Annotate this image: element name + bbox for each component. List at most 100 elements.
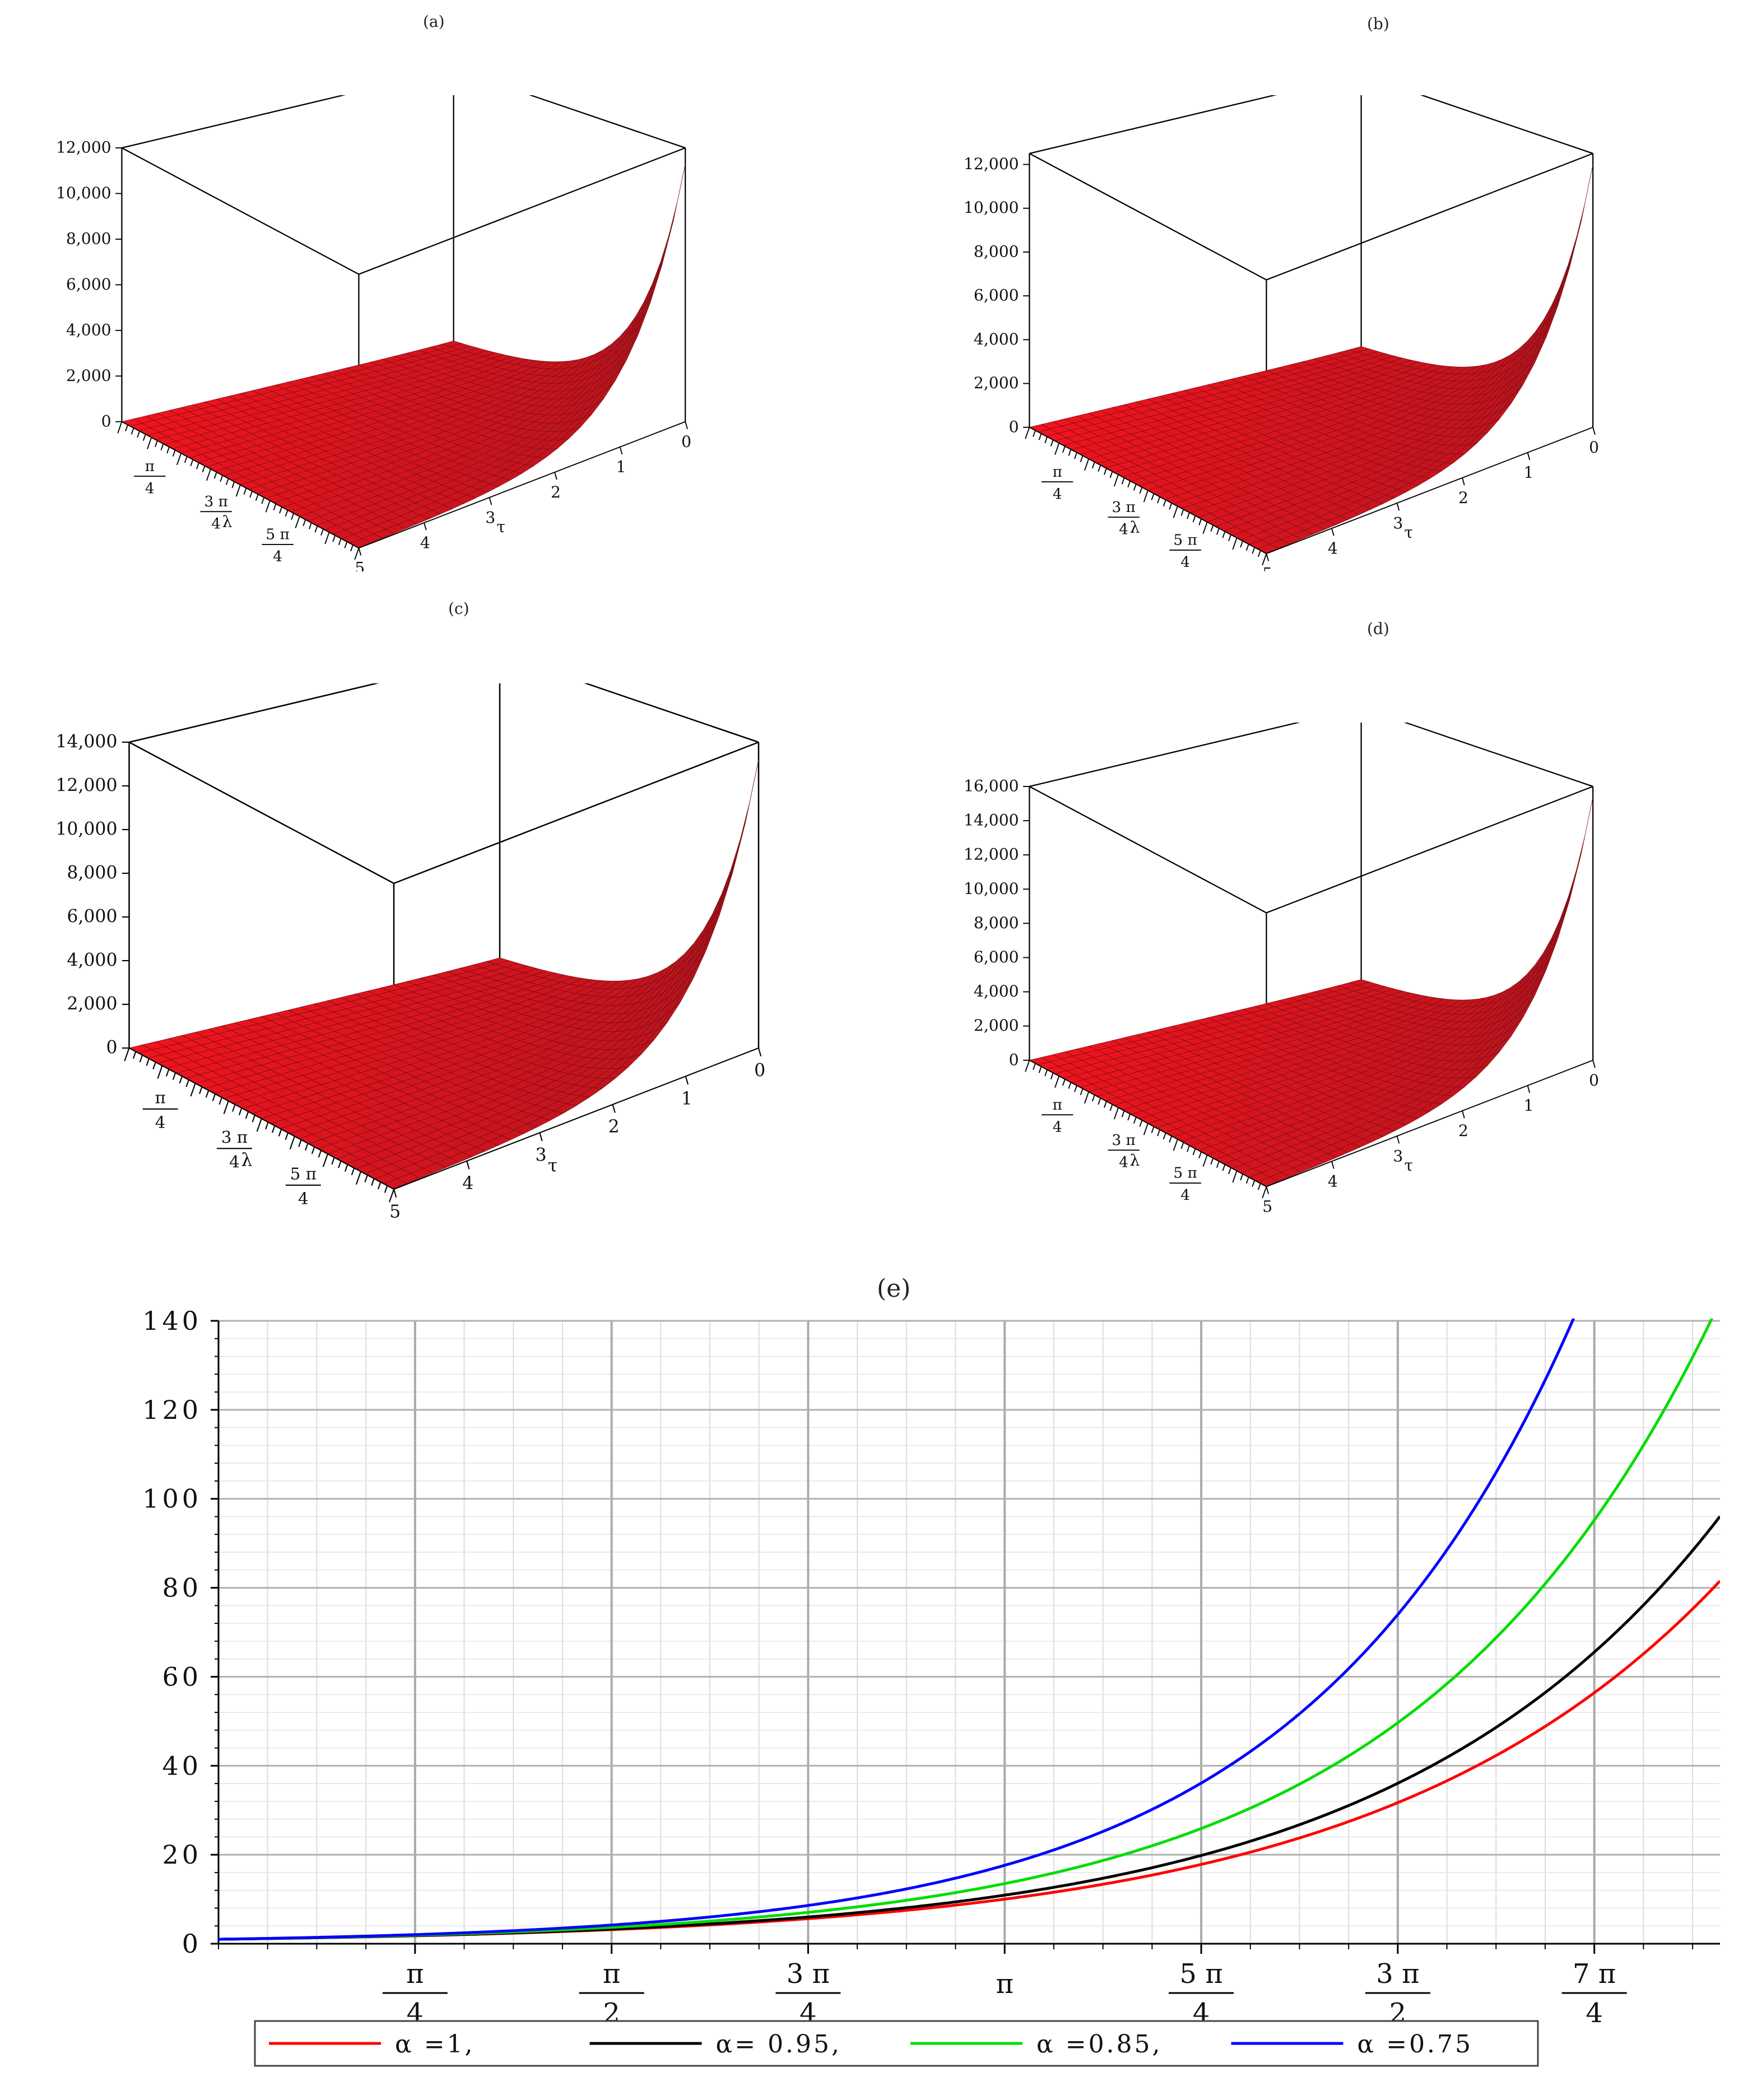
lambda-tick xyxy=(1033,430,1036,437)
lambda-tick-num: π xyxy=(1053,464,1062,481)
lambda-tick xyxy=(285,1132,289,1140)
surface-cell xyxy=(1556,870,1577,933)
lambda-tick xyxy=(249,491,253,498)
lambda-tick xyxy=(213,472,217,479)
lambda-tick xyxy=(205,1090,210,1098)
tau-axis-label: τ xyxy=(1404,1156,1413,1175)
lambda-tick xyxy=(1038,1066,1042,1073)
lambda-tick xyxy=(1187,512,1190,519)
lambda-tick xyxy=(1025,427,1030,439)
surface-mesh xyxy=(121,164,686,548)
box-edge-2 xyxy=(1266,785,1593,914)
lambda-tick xyxy=(165,1069,170,1077)
x-tick-num: 3 π xyxy=(787,1958,830,1990)
lambda-tick xyxy=(338,1161,342,1168)
lambda-tick xyxy=(377,1182,382,1190)
lambda-axis-label: λ xyxy=(222,513,232,531)
lambda-tick xyxy=(1245,1177,1249,1184)
lambda-tick xyxy=(265,1121,269,1130)
y-tick-label: 0 xyxy=(182,1929,202,1959)
lambda-tick xyxy=(1050,1073,1054,1079)
z-tick-label: 10,000 xyxy=(55,819,117,839)
z-tick-label: 12,000 xyxy=(55,775,117,795)
z-tick-label: 2,000 xyxy=(974,374,1019,392)
tau-tick xyxy=(489,497,492,505)
lambda-tick xyxy=(225,478,229,485)
lambda-tick xyxy=(1121,1110,1125,1117)
box-edge-1 xyxy=(1420,95,1593,155)
tau-tick xyxy=(1331,1161,1335,1169)
lambda-tick xyxy=(125,425,128,432)
lambda-tick xyxy=(1232,1170,1238,1183)
lambda-tick xyxy=(318,1150,322,1158)
lambda-tick xyxy=(155,440,158,448)
tau-tick xyxy=(1527,1085,1531,1093)
lambda-tick xyxy=(1143,1123,1149,1135)
z-tick-label: 8,000 xyxy=(974,242,1019,260)
lambda-tick xyxy=(1098,465,1101,472)
lambda-tick xyxy=(298,1139,302,1147)
lambda-tick xyxy=(137,431,141,438)
lambda-tick xyxy=(220,475,224,482)
lambda-tick-den: 4 xyxy=(1053,486,1062,502)
tau-tick-label: 4 xyxy=(1328,539,1338,557)
surface-mesh xyxy=(128,760,759,1189)
surface-cell xyxy=(1564,837,1585,911)
box-edge-0 xyxy=(1029,95,1277,155)
lambda-tick-num: 3 π xyxy=(221,1128,248,1147)
lambda-tick xyxy=(1222,531,1226,538)
z-tick-label: 12,000 xyxy=(964,845,1019,864)
lambda-tick xyxy=(1198,1152,1202,1158)
tau-tick-label: 4 xyxy=(1328,1172,1338,1190)
lambda-tick xyxy=(1151,493,1155,500)
surface-plot-b: 0 2,000 4,000 6,000 8,000 10,000 12,000 0 1 2 3 4 5 τ… xyxy=(964,95,1599,571)
surface-group: 0 2,000 4,000 6,000 8,000 10,000 12,000 0 1 2 3 4 5 τ… xyxy=(964,95,1599,571)
lambda-tick xyxy=(1054,443,1060,455)
lambda-tick xyxy=(1050,440,1054,446)
lambda-tick xyxy=(1202,521,1208,534)
lambda-tick xyxy=(1262,1186,1267,1199)
tau-tick xyxy=(685,1076,689,1085)
box-edge-2 xyxy=(358,147,686,275)
lambda-tick xyxy=(371,1178,375,1186)
tau-tick-label: 0 xyxy=(681,432,691,451)
lambda-tick xyxy=(314,525,318,533)
series-line-3 xyxy=(218,1319,1575,1941)
surface-cell xyxy=(704,884,728,940)
lambda-tick xyxy=(1109,471,1113,478)
lambda-tick xyxy=(1068,1082,1072,1089)
lambda-tick xyxy=(166,446,170,454)
z-tick-label: 0 xyxy=(101,412,111,430)
lambda-tick xyxy=(1133,484,1137,491)
z-tick-label: 10,000 xyxy=(56,184,111,202)
panel-a-title: (a) xyxy=(423,12,445,31)
lambda-tick xyxy=(252,1115,255,1123)
tau-tick xyxy=(1592,1060,1596,1068)
z-tick-label: 14,000 xyxy=(964,811,1019,830)
lambda-tick xyxy=(117,421,123,434)
lambda-tick xyxy=(1262,553,1267,566)
lambda-tick xyxy=(261,497,265,504)
z-tick-label: 4,000 xyxy=(974,982,1019,1000)
legend-label-3: α =0.75 xyxy=(1358,2030,1473,2059)
lambda-tick xyxy=(1074,452,1077,459)
lambda-tick xyxy=(1252,1180,1256,1187)
lambda-tick xyxy=(1216,528,1220,535)
lambda-tick xyxy=(132,1051,137,1059)
lambda-tick xyxy=(185,1079,189,1087)
tau-tick-label: 5 xyxy=(1262,565,1272,571)
box-edge-3 xyxy=(1029,786,1267,914)
lambda-tick xyxy=(291,513,294,520)
lambda-tick xyxy=(305,1143,309,1151)
surface-cell xyxy=(1541,924,1562,974)
lambda-tick xyxy=(355,1171,361,1185)
tau-tick xyxy=(539,1132,543,1142)
tau-tick xyxy=(1266,553,1270,561)
x-tick-num: π xyxy=(406,1958,424,1990)
z-tick-label: 8,000 xyxy=(66,229,111,248)
lambda-tick xyxy=(303,519,306,527)
surface-cell xyxy=(708,869,731,928)
lambda-tick xyxy=(1257,1183,1261,1190)
lambda-tick-den: 4 xyxy=(229,1152,240,1171)
base-edge xyxy=(121,421,359,549)
